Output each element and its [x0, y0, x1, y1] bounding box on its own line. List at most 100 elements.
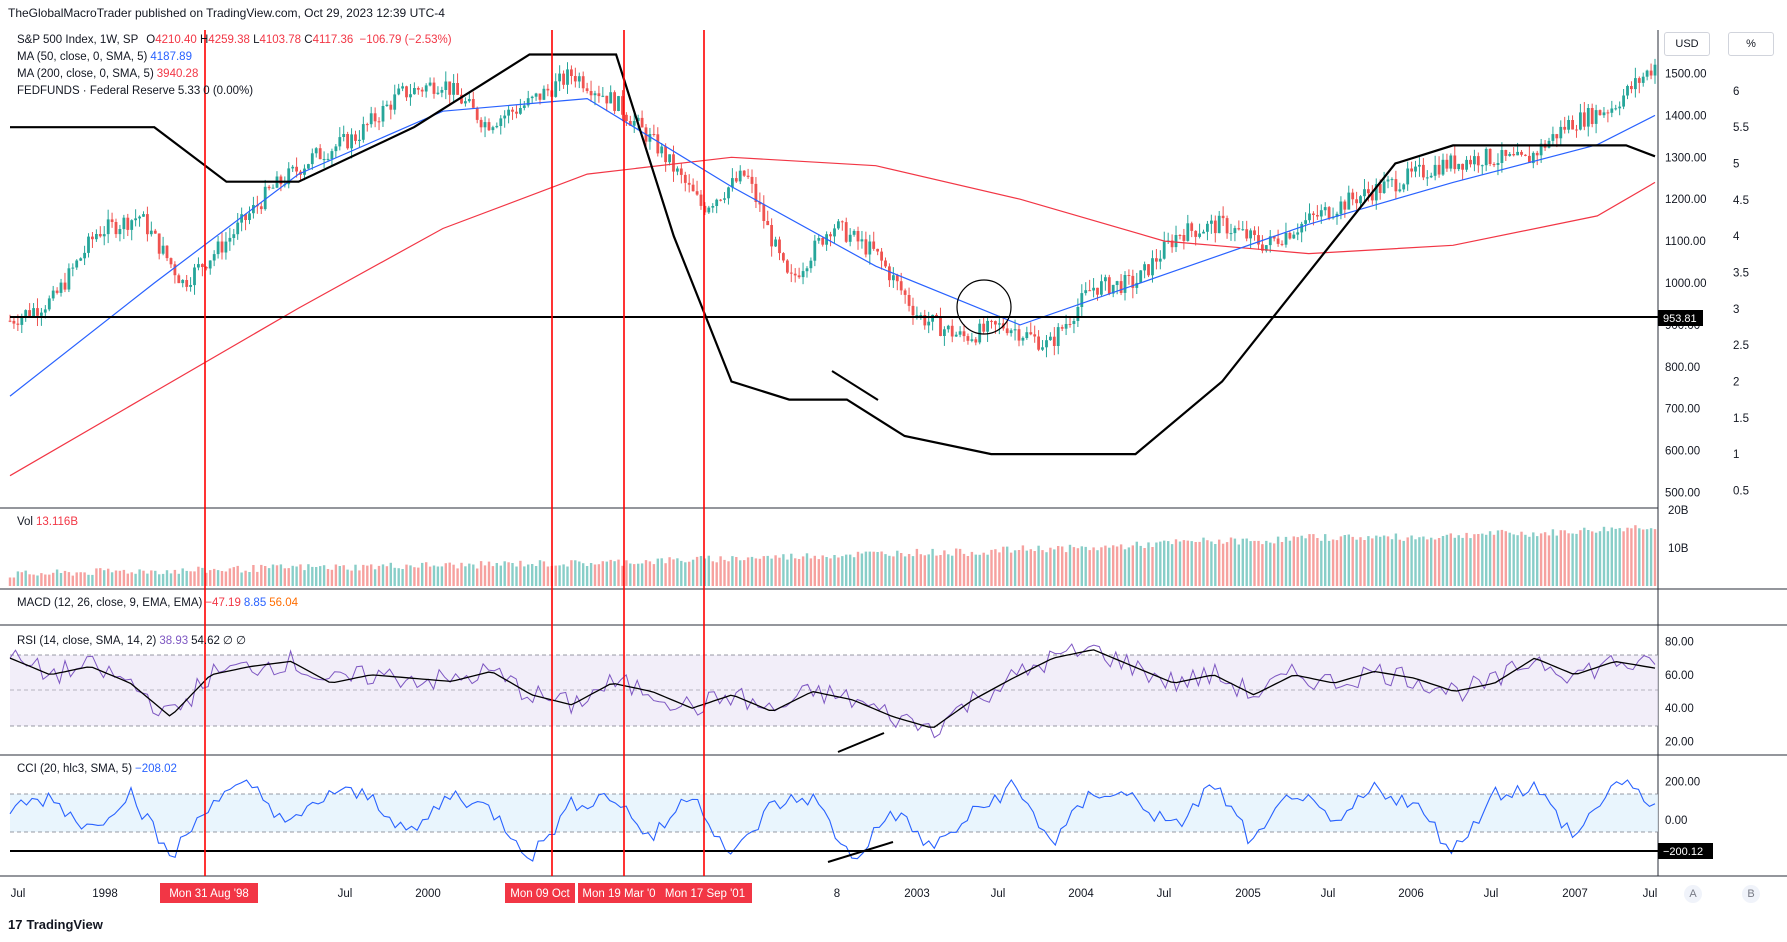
candle-body	[1602, 112, 1606, 116]
volume-bar	[1100, 547, 1103, 586]
volume-bar	[256, 571, 259, 586]
candle-body	[758, 202, 762, 205]
candle-body	[848, 234, 852, 242]
volume-bar	[1645, 529, 1649, 586]
volume-bar	[727, 561, 730, 586]
ma50-legend[interactable]: MA (50, close, 0, SMA, 5) 4187.89	[17, 51, 192, 63]
log-scale-button[interactable]: B	[1742, 885, 1760, 903]
candle-body	[1390, 179, 1394, 181]
percent-button[interactable]: %	[1728, 32, 1774, 56]
volume-bar	[1559, 530, 1562, 586]
candle-body	[1284, 232, 1288, 245]
volume-bar	[739, 560, 742, 586]
time-tick-label: Jul	[1321, 888, 1336, 900]
candle-body	[1347, 192, 1351, 210]
candle-body	[962, 331, 966, 337]
candle-body	[1445, 159, 1449, 169]
auto-scale-button[interactable]: A	[1684, 885, 1702, 903]
volume-bar	[326, 569, 330, 586]
date-flag-bg	[505, 883, 575, 903]
ma200-label: MA (200, close, 0, SMA, 5)	[17, 68, 154, 80]
volume-bar	[1210, 541, 1213, 586]
candle-body	[1104, 277, 1107, 282]
candle-body	[1429, 175, 1433, 178]
cci-legend[interactable]: CCI (20, hlc3, SMA, 5) −208.02	[17, 763, 177, 775]
trendline-rsi[interactable]	[837, 732, 885, 753]
volume-bar	[1218, 539, 1221, 586]
volume-bar	[864, 551, 868, 586]
volume-bar	[778, 557, 781, 586]
candle-body	[628, 121, 632, 126]
volume-bar	[1571, 533, 1574, 586]
candle-body	[1076, 307, 1080, 321]
volume-bar	[1096, 550, 1099, 586]
ma200-legend[interactable]: MA (200, close, 0, SMA, 5) 3940.28	[17, 68, 198, 80]
footer-brand[interactable]: 17 TradingView	[8, 917, 103, 932]
volume-bar	[103, 570, 106, 586]
rsi-tick-label: 80.00	[1665, 636, 1694, 648]
trendline-cci[interactable]	[827, 841, 894, 863]
trendline-price[interactable]	[831, 370, 879, 401]
candle-body	[1100, 281, 1103, 295]
volume-bar	[472, 564, 475, 586]
cci-level-label-bg	[1658, 843, 1713, 859]
volume-bar	[817, 559, 820, 586]
candle-body	[342, 134, 346, 137]
volume-bar	[291, 565, 294, 586]
rsi-legend[interactable]: RSI (14, close, SMA, 14, 2) 38.93 54.62 ∅ ∅	[17, 633, 246, 647]
currency-button[interactable]: USD	[1664, 32, 1710, 56]
volume-bar	[515, 566, 518, 586]
volume-legend[interactable]: Vol 13.116B	[17, 516, 78, 528]
volume-bar	[1602, 526, 1606, 586]
candle-body	[585, 88, 589, 91]
rsi-tick-label: 20.00	[1665, 737, 1694, 749]
volume-bar	[1331, 539, 1335, 586]
volume-bar	[1339, 536, 1343, 586]
candle-body	[1363, 189, 1366, 197]
candle-body	[526, 98, 530, 106]
volume-bar	[87, 574, 90, 586]
candle-body	[149, 230, 153, 235]
high-label: H	[199, 34, 209, 46]
macd-legend[interactable]: MACD (12, 26, close, 9, EMA, EMA) −47.19 8…	[17, 597, 298, 609]
high-value: 4259.38	[208, 34, 250, 46]
volume-bar	[1469, 538, 1472, 586]
candle-body	[1253, 230, 1256, 235]
rsi-ma-line	[9, 649, 1656, 728]
volume-bar	[903, 556, 907, 586]
volume-bar	[1437, 538, 1441, 586]
fedfunds-legend[interactable]: FEDFUNDS · Federal Reserve 5.33 0 (0.00%)	[17, 85, 253, 97]
candle-body	[1229, 233, 1233, 235]
macd-label: MACD (12, 26, close, 9, EMA, EMA)	[17, 597, 203, 609]
volume-bar	[994, 549, 997, 586]
volume-bar	[389, 562, 392, 586]
volume-bar	[59, 573, 63, 586]
candle-body	[16, 323, 20, 325]
volume-bar	[939, 555, 942, 586]
time-tick-label: 2007	[1562, 888, 1588, 900]
candle-body	[668, 154, 671, 163]
candle-body	[1367, 189, 1370, 194]
volume-bar	[1449, 533, 1452, 586]
candle-body	[538, 93, 542, 100]
candle-body	[872, 241, 876, 249]
candle-body	[1402, 184, 1406, 190]
candle-body	[1571, 120, 1574, 130]
candle-body	[789, 272, 793, 274]
volume-bar	[1618, 528, 1621, 586]
volume-bar	[1229, 537, 1233, 586]
candle-body	[1323, 207, 1327, 211]
candle-body	[892, 275, 895, 281]
candle-body	[935, 314, 938, 316]
volume-bar	[637, 563, 640, 586]
event-markers[interactable]	[204, 30, 705, 876]
volume-bar	[797, 559, 801, 586]
candle-body	[946, 325, 950, 330]
volume-bar	[425, 562, 428, 586]
candle-body	[950, 325, 954, 337]
candle-body	[899, 281, 903, 291]
volume-bar	[998, 552, 1001, 586]
highlight-circle[interactable]	[956, 279, 1012, 335]
volume-tick-label: 10B	[1668, 543, 1689, 555]
